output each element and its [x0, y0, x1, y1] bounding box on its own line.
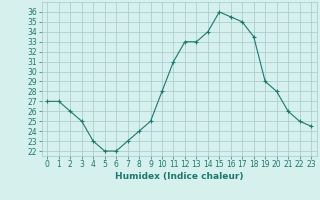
X-axis label: Humidex (Indice chaleur): Humidex (Indice chaleur) — [115, 172, 244, 181]
